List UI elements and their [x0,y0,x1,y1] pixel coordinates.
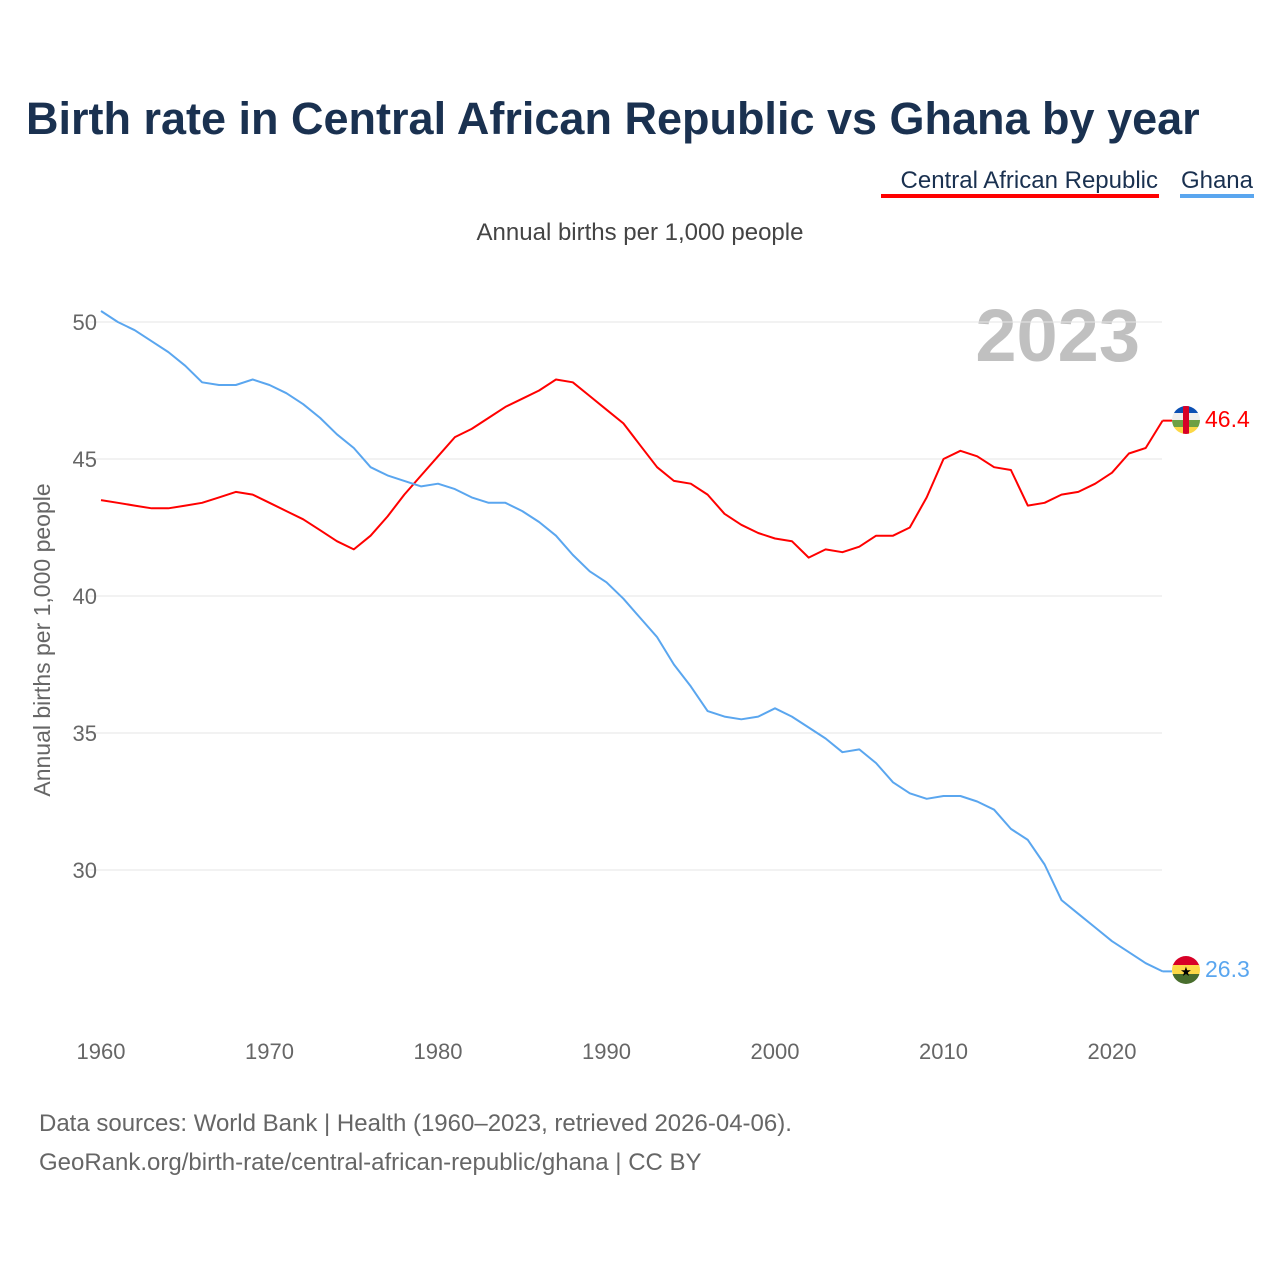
x-tick-label: 1970 [245,1039,294,1064]
y-tick-label: 50 [73,310,97,335]
x-tick-label: 1960 [77,1039,126,1064]
ghana-flag-icon: ★ [1172,956,1200,984]
legend-item-ghana[interactable]: Ghana [1181,167,1254,194]
legend-swatch-car [881,194,1159,198]
y-ticks: 30 35 40 45 50 [73,310,97,883]
series-line-ghana [100,310,1164,973]
y-tick-label: 35 [73,721,97,746]
y-tick-label: 45 [73,447,97,472]
footer-source: Data sources: World Bank | Health (1960–… [39,1110,792,1137]
x-tick-label: 2000 [751,1039,800,1064]
car-end-value: 46.4 [1205,406,1250,432]
x-tick-label: 1990 [582,1039,631,1064]
car-flag-icon [1172,406,1200,434]
x-tick-label: 2020 [1088,1039,1137,1064]
legend-swatch-ghana [1180,194,1254,198]
y-tick-label: 40 [73,584,97,609]
x-tick-label: 1980 [414,1039,463,1064]
series-line-car [100,378,1164,559]
end-markers [1162,419,1172,973]
series-lines [100,310,1164,973]
gridlines [88,321,1162,871]
footer-link[interactable]: GeoRank.org/birth-rate/central-african-r… [39,1149,702,1176]
x-tick-label: 2010 [919,1039,968,1064]
svg-text:★: ★ [1180,964,1192,979]
ghana-end-value: 26.3 [1205,956,1250,982]
y-tick-label: 30 [73,858,97,883]
chart-title: Birth rate in Central African Republic v… [26,93,1200,144]
x-ticks: 1960 1970 1980 1990 2000 2010 2020 [77,1039,1137,1064]
chart-subtitle: Annual births per 1,000 people [477,219,804,246]
year-label: 2023 [975,294,1140,377]
y-axis-label: Annual births per 1,000 people [29,483,55,796]
legend: Central African Republic Ghana [881,167,1254,198]
legend-item-car[interactable]: Central African Republic [901,167,1158,194]
